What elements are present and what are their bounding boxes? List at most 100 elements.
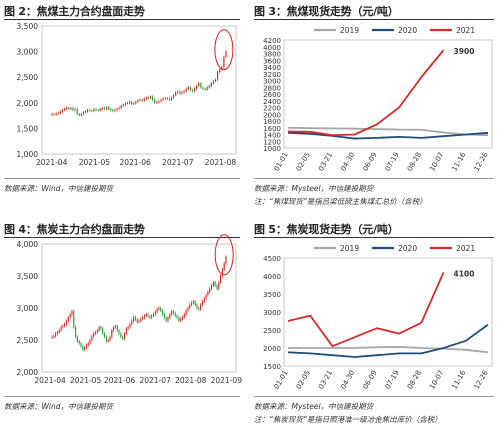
- x-tick-label: 2021-09: [211, 376, 243, 385]
- candle-body: [154, 99, 156, 103]
- candle-body: [67, 317, 69, 321]
- panel-title: 图 2：焦煤主力合约盘面走势: [4, 5, 145, 18]
- y-tick-label: 2000: [263, 345, 281, 353]
- y-tick-label: 3600: [263, 57, 281, 65]
- x-tick-label: 01-01: [273, 369, 290, 391]
- legend-label: 2020: [398, 244, 417, 253]
- x-tick-label: 2021-04: [36, 158, 68, 167]
- candle-body: [193, 88, 196, 92]
- candle-body: [221, 269, 223, 276]
- y-tick-label: 3000: [263, 78, 281, 86]
- candle-body: [163, 314, 165, 318]
- bottom-rule: [254, 396, 494, 397]
- series-line: [287, 49, 445, 137]
- candle-body: [207, 292, 209, 296]
- x-tick-label: 2021-07: [162, 158, 194, 167]
- bottom-rule: [4, 396, 240, 397]
- candle-body: [51, 336, 53, 338]
- legend-label: 2020: [398, 26, 417, 35]
- candle-body: [204, 88, 206, 90]
- x-tick-label: 2021-06: [104, 376, 136, 385]
- candle-body: [143, 98, 145, 101]
- candle-body: [135, 101, 137, 104]
- candle-body: [176, 315, 178, 318]
- candle-body: [102, 328, 104, 334]
- data-source: 数据来源：Wind，中信建投期货: [4, 184, 114, 193]
- y-tick-label: 3,000: [17, 48, 39, 57]
- panel-coking-coal-futures: 图 2：焦煤主力合约盘面走势 1,000 1,500 2,000 2,500 3,000…: [4, 2, 244, 197]
- candle-body: [122, 104, 124, 106]
- candle-body: [142, 317, 144, 319]
- x-tick-label: 2021-06: [119, 158, 151, 167]
- candle-body: [120, 105, 122, 108]
- candle-body: [223, 56, 225, 67]
- candle-body: [127, 327, 129, 329]
- panel-coke-futures: 图 4：焦炭主力合约盘面走势 2,000 2,500 3,000 3,500 4,000…: [4, 220, 244, 415]
- candle-body: [167, 317, 169, 321]
- candle-body: [156, 102, 158, 104]
- data-label: 4100: [454, 269, 475, 278]
- candle-body: [120, 333, 122, 337]
- candle-body: [151, 315, 153, 318]
- candle-body: [185, 310, 187, 315]
- y-tick-label: 2000: [263, 111, 281, 119]
- candle-body: [158, 308, 160, 310]
- candle-body: [212, 81, 214, 84]
- candle-body: [200, 83, 202, 88]
- x-tick-label: 06-09: [362, 151, 379, 173]
- candle-body: [214, 282, 216, 286]
- candle-body: [104, 333, 106, 337]
- candle-body: [223, 263, 225, 270]
- panel-title: 图 5：焦炭现货走势（元/吨）: [254, 223, 399, 236]
- candle-body: [221, 66, 223, 70]
- candle-body: [152, 314, 155, 316]
- candle-body: [141, 99, 143, 101]
- candle-body: [147, 97, 150, 99]
- candle-body: [82, 112, 85, 115]
- candle-body: [105, 336, 107, 342]
- plot-frame: [41, 243, 237, 373]
- candle-body: [80, 343, 82, 347]
- y-tick-label: 2,000: [17, 99, 39, 108]
- candle-body: [78, 341, 80, 344]
- candle-body: [131, 101, 133, 104]
- candle-body: [178, 317, 180, 321]
- candle-body: [171, 311, 173, 315]
- legend-label: 2019: [340, 26, 359, 35]
- y-tick-label: 1500: [263, 363, 281, 371]
- candle-body: [149, 316, 151, 318]
- y-tick-label: 3500: [263, 291, 281, 299]
- candle-body: [87, 109, 89, 112]
- series-line: [287, 131, 489, 140]
- candle-body: [64, 324, 66, 326]
- candle-body: [89, 340, 91, 344]
- y-tick-label: 4500: [263, 255, 281, 263]
- x-tick-label: 08-28: [406, 151, 423, 173]
- y-tick-label: 1400: [263, 132, 281, 140]
- x-tick-label: 11-16: [450, 369, 467, 391]
- plot-frame: [283, 257, 493, 367]
- x-tick-label: 10-07: [428, 369, 445, 391]
- y-tick-label: 3800: [263, 51, 281, 59]
- candle-body: [185, 88, 187, 92]
- footnote: 注：“焦炭现货”是指日照港准一级冶金焦出库价（含税）: [254, 415, 442, 424]
- data-source: 数据来源：Wind，中信建投期货: [4, 402, 114, 411]
- candle-body: [160, 308, 162, 311]
- bottom-rule: [4, 178, 240, 179]
- candle-body: [149, 96, 152, 99]
- candle-body: [64, 108, 66, 110]
- candle-body: [194, 301, 196, 305]
- candle-body: [189, 304, 191, 308]
- panel-title: 图 4：焦炭主力合约盘面走势: [4, 223, 145, 236]
- candle-body: [103, 107, 105, 109]
- candle-body: [181, 316, 184, 319]
- y-tick-label: 4,000: [17, 240, 39, 249]
- candle-body: [217, 72, 219, 80]
- data-source: 数据来源：Mysteel，中信建投期货: [254, 402, 374, 411]
- y-tick-label: 2800: [263, 84, 281, 92]
- candle-body: [97, 109, 99, 111]
- candle-body: [138, 320, 140, 323]
- panel-coking-coal-spot: 图 3：焦煤现货走势（元/吨） 1000 1200 1400 1600 1800 2000…: [254, 2, 498, 210]
- x-tick-label: 2021-05: [79, 158, 111, 167]
